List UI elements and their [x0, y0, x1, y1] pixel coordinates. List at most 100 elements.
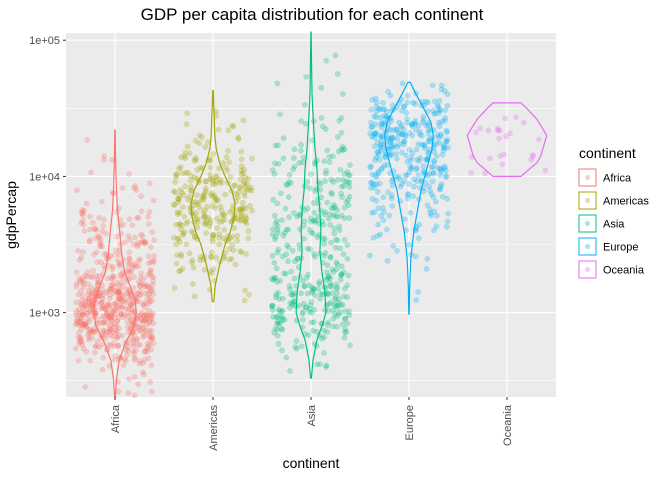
- data-point: [249, 155, 255, 162]
- data-point: [275, 161, 282, 167]
- data-point: [116, 292, 123, 299]
- data-point: [273, 265, 280, 272]
- data-point: [124, 290, 131, 296]
- data-point: [141, 312, 148, 319]
- data-point: [176, 221, 183, 227]
- data-point: [148, 311, 155, 318]
- data-point: [301, 283, 308, 289]
- data-point: [87, 237, 93, 243]
- data-point: [131, 274, 137, 280]
- data-point: [218, 179, 225, 186]
- data-point: [143, 300, 149, 306]
- data-point: [201, 207, 208, 214]
- data-point: [301, 102, 308, 108]
- data-point: [92, 235, 99, 242]
- data-point: [82, 321, 89, 328]
- data-point: [98, 300, 104, 307]
- legend-title: continent: [579, 145, 636, 161]
- data-point: [431, 111, 438, 117]
- data-point: [241, 178, 248, 185]
- data-point: [306, 226, 313, 233]
- data-point: [139, 238, 146, 244]
- data-point: [139, 324, 146, 331]
- data-point: [381, 112, 388, 119]
- data-point: [271, 171, 278, 177]
- data-point: [216, 180, 223, 186]
- data-point: [327, 283, 334, 289]
- data-point: [192, 137, 199, 144]
- data-point: [89, 289, 95, 296]
- data-point: [194, 167, 201, 173]
- data-point: [385, 135, 392, 141]
- data-point: [178, 154, 184, 161]
- data-point: [189, 281, 196, 288]
- data-point: [242, 217, 248, 224]
- data-point: [437, 186, 444, 192]
- data-point: [406, 241, 412, 248]
- data-point: [84, 310, 90, 317]
- data-point: [376, 105, 383, 112]
- data-point: [318, 115, 325, 121]
- data-point: [145, 312, 152, 319]
- data-point: [212, 204, 218, 211]
- data-point: [112, 311, 118, 318]
- data-point: [346, 193, 353, 200]
- data-point: [367, 164, 374, 171]
- data-point: [128, 306, 135, 312]
- data-point: [116, 332, 122, 339]
- data-point: [148, 287, 155, 294]
- data-point: [373, 108, 380, 115]
- data-point: [337, 309, 344, 316]
- data-point: [97, 273, 103, 280]
- data-point: [110, 272, 116, 279]
- legend-key-point: [584, 266, 591, 273]
- data-point: [193, 215, 200, 222]
- data-point: [287, 304, 293, 311]
- data-point: [150, 320, 157, 327]
- data-point: [297, 246, 303, 252]
- data-point: [330, 315, 337, 322]
- data-point: [342, 326, 349, 332]
- data-point: [398, 122, 405, 128]
- data-point: [404, 116, 410, 122]
- data-point: [111, 329, 117, 336]
- data-point: [375, 205, 382, 212]
- data-point: [98, 299, 105, 305]
- data-point: [148, 316, 154, 323]
- data-point: [76, 312, 82, 318]
- data-point: [145, 272, 151, 278]
- data-point: [338, 272, 344, 279]
- data-point: [212, 198, 218, 204]
- data-point: [79, 321, 85, 328]
- data-point: [112, 301, 119, 308]
- data-point: [102, 304, 108, 311]
- data-point: [96, 344, 102, 350]
- data-point: [377, 231, 384, 238]
- data-point: [104, 301, 111, 308]
- data-point: [301, 283, 308, 290]
- data-point: [311, 251, 317, 257]
- data-point: [203, 230, 209, 236]
- data-point: [305, 332, 312, 338]
- data-point: [378, 141, 384, 148]
- data-point: [415, 172, 422, 179]
- data-point: [310, 286, 317, 292]
- data-point: [429, 178, 436, 185]
- data-point: [146, 290, 152, 297]
- data-point: [270, 197, 276, 203]
- data-point: [117, 296, 124, 303]
- data-point: [136, 313, 143, 320]
- data-point: [171, 202, 178, 208]
- data-point: [312, 253, 318, 260]
- data-point: [444, 129, 450, 135]
- data-point: [388, 118, 395, 124]
- data-point: [380, 205, 386, 211]
- data-point: [85, 287, 92, 294]
- data-point: [439, 118, 445, 125]
- data-point: [110, 266, 116, 272]
- data-point: [175, 196, 182, 202]
- data-point: [308, 171, 315, 177]
- data-point: [235, 136, 242, 142]
- data-point: [204, 139, 211, 145]
- data-point: [240, 117, 247, 124]
